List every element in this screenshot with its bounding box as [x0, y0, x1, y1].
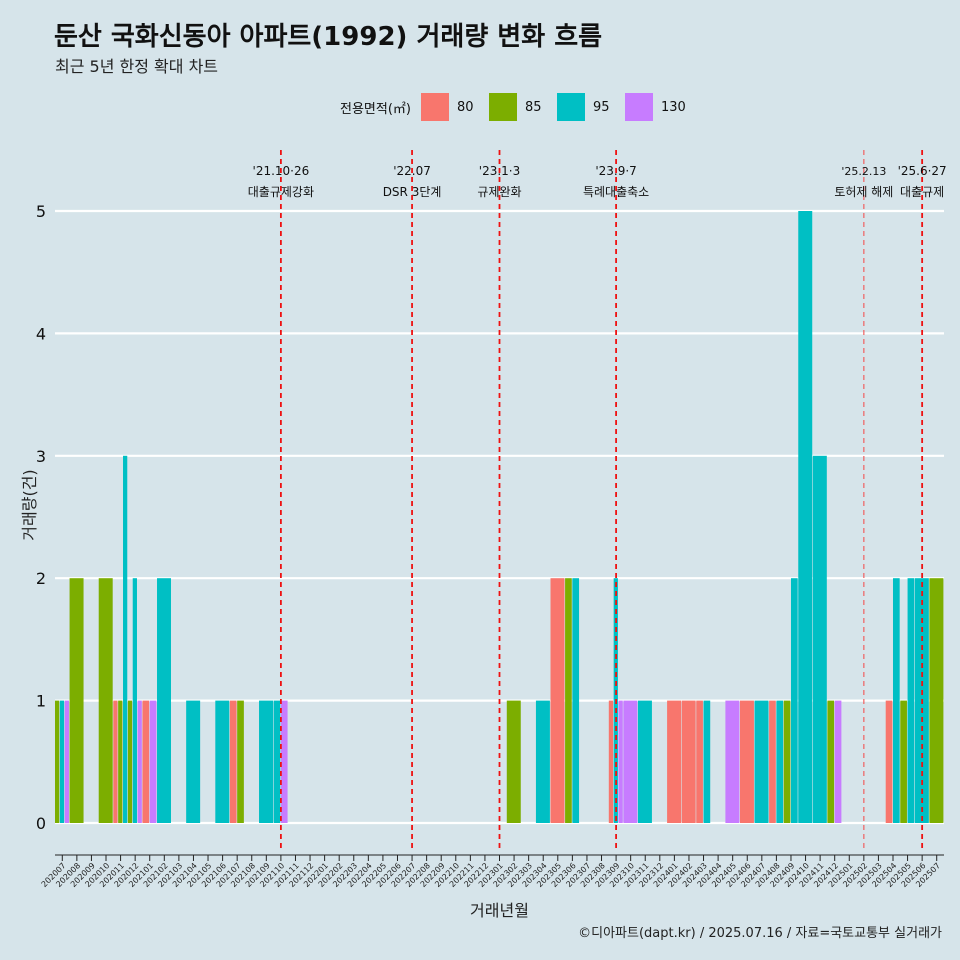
bar [739, 700, 754, 823]
bar [703, 700, 711, 823]
bar [783, 700, 791, 823]
bar [608, 700, 614, 823]
legend-swatch [624, 93, 653, 121]
bar [118, 700, 123, 823]
legend-label: 80 [456, 99, 474, 115]
bar [812, 455, 827, 823]
bar [98, 578, 113, 823]
bar [681, 700, 696, 823]
event-date-label: '25.6·27 [898, 164, 947, 178]
bar [929, 578, 944, 823]
event-date-label: '23.1·3 [479, 164, 520, 178]
bar [259, 700, 274, 823]
event-date-label: '22.07 [393, 164, 431, 178]
bar [667, 700, 682, 823]
legend-item-95: 95 [556, 93, 615, 121]
bar [229, 700, 237, 823]
bar [127, 700, 133, 823]
bar [55, 700, 60, 823]
bar [186, 700, 201, 823]
chart-title: 둔산 국화신동아 아파트(1992) 거래량 변화 흐름 [54, 22, 603, 52]
event-date-label: '21.10·26 [253, 164, 310, 178]
legend-label: 85 [524, 99, 542, 115]
bar [696, 700, 703, 823]
event-text-label: 특례대출축소 [583, 185, 649, 199]
bar [900, 700, 907, 823]
event-text-label: DSR 3단계 [383, 185, 442, 199]
source-caption: ©디아파트(dapt.kr) / 2025.07.16 / 자료=국토교통부 실… [578, 926, 942, 941]
legend: 전용면적(㎡) 80 85 95 130 [340, 92, 696, 122]
bar [572, 578, 580, 823]
legend-swatch [556, 93, 585, 121]
bar [769, 700, 776, 823]
bar [59, 700, 65, 823]
bar [790, 578, 798, 823]
bar [132, 578, 137, 823]
bar [64, 700, 69, 823]
legend-label: 130 [660, 99, 686, 115]
bar [565, 578, 572, 823]
chart-subtitle: 최근 5년 한정 확대 차트 [55, 57, 219, 76]
bar [725, 700, 740, 823]
bar [892, 578, 900, 823]
legend-item-80: 80 [420, 93, 479, 121]
bar [623, 700, 638, 823]
bar [776, 700, 784, 823]
event-text-label: 대출규제강화 [248, 185, 314, 199]
bar [215, 700, 230, 823]
bar [142, 700, 150, 823]
bar [827, 700, 835, 823]
bar [506, 700, 521, 823]
y-tick-label: 1 [36, 692, 46, 711]
bar [637, 700, 652, 823]
y-tick-label: 3 [36, 447, 46, 466]
bar [149, 700, 157, 823]
x-axis-title: 거래년월 [470, 901, 529, 920]
bar [535, 700, 550, 823]
bar [280, 700, 288, 823]
y-tick-label: 2 [36, 569, 46, 588]
bar [137, 700, 142, 823]
bar [273, 700, 281, 823]
event-text-label: 대출규제 [900, 185, 944, 199]
bar [69, 578, 84, 823]
legend-swatch [420, 93, 449, 121]
event-date-label: '25.2.13 [841, 165, 886, 178]
event-text-label: 규제완화 [477, 185, 521, 199]
bar [123, 455, 128, 823]
bar [157, 578, 171, 823]
bar [237, 700, 244, 823]
bar [618, 700, 623, 823]
legend-swatch [488, 93, 517, 121]
y-tick-label: 4 [36, 324, 46, 343]
bar [885, 700, 893, 823]
y-tick-label: 5 [36, 202, 46, 221]
y-tick-label: 0 [36, 814, 46, 833]
legend-item-85: 85 [488, 93, 547, 121]
bar [550, 578, 565, 823]
event-date-label: '23.9·7 [595, 164, 636, 178]
bar [113, 700, 118, 823]
legend-title: 전용면적(㎡) [340, 101, 411, 117]
legend-item-130: 130 [624, 93, 686, 121]
event-text-label: 토허제 해제 [834, 185, 893, 199]
bar [907, 578, 915, 823]
bar [798, 211, 813, 823]
bar [834, 700, 842, 823]
bar [754, 700, 769, 823]
legend-label: 95 [592, 99, 610, 115]
y-axis-title: 거래량(건) [20, 469, 39, 540]
